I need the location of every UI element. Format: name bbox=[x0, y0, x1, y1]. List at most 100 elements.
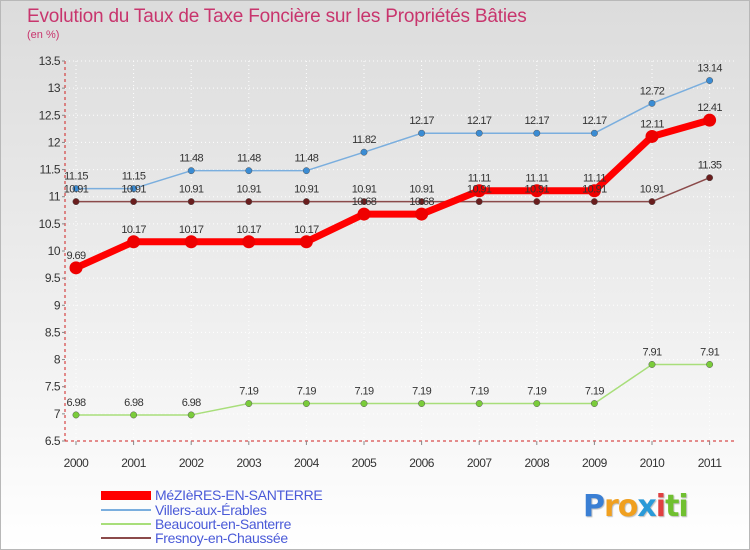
data-label: 10.17 bbox=[179, 224, 204, 236]
x-tick-label: 2000 bbox=[64, 456, 90, 470]
data-point-3 bbox=[590, 198, 598, 206]
data-label: 11.48 bbox=[295, 153, 319, 165]
y-tick-label: 10.5 bbox=[39, 217, 61, 231]
x-tick-label: 2003 bbox=[236, 456, 262, 470]
data-point-2 bbox=[475, 400, 483, 407]
data-label: 7.19 bbox=[297, 386, 316, 398]
data-point-3 bbox=[130, 198, 138, 206]
y-tick-label: 12.5 bbox=[39, 108, 61, 122]
legend-item-beaucourt: Beaucourt-en-Santerre bbox=[101, 516, 292, 532]
data-point-0 bbox=[242, 235, 256, 249]
data-label: 7.19 bbox=[412, 386, 431, 398]
data-point-0 bbox=[357, 207, 371, 221]
data-label: 6.98 bbox=[124, 397, 143, 409]
data-point-0 bbox=[127, 235, 141, 249]
data-label: 10.17 bbox=[294, 224, 319, 236]
data-point-2 bbox=[72, 411, 80, 419]
data-label: 10.91 bbox=[237, 184, 262, 196]
data-point-2 bbox=[302, 400, 310, 407]
legend-item-mezieres: MéZIèRES-EN-SANTERRE bbox=[101, 487, 323, 503]
legend-label-mezieres: MéZIèRES-EN-SANTERRE bbox=[155, 487, 323, 503]
data-point-1 bbox=[130, 185, 138, 193]
data-point-1 bbox=[360, 148, 368, 156]
x-tick-label: 2008 bbox=[524, 456, 550, 470]
logo-letter: x bbox=[637, 489, 656, 524]
data-label: 7.19 bbox=[585, 386, 604, 398]
data-point-0 bbox=[587, 184, 601, 198]
data-point-1 bbox=[590, 129, 598, 137]
data-label: 9.69 bbox=[66, 250, 85, 262]
data-point-2 bbox=[130, 411, 138, 419]
data-point-0 bbox=[415, 207, 429, 221]
y-axis-unit: (en %) bbox=[27, 29, 60, 41]
data-label: 12.72 bbox=[640, 85, 665, 97]
data-label: 10.68 bbox=[409, 196, 434, 208]
legend-label-beaucourt: Beaucourt-en-Santerre bbox=[155, 516, 292, 532]
data-point-1 bbox=[475, 129, 483, 137]
data-point-2 bbox=[360, 400, 368, 407]
x-tick-label: 2004 bbox=[294, 456, 320, 470]
data-label: 7.91 bbox=[700, 346, 719, 358]
data-point-1 bbox=[245, 167, 253, 175]
data-label: 11.82 bbox=[352, 134, 376, 146]
data-point-0 bbox=[645, 129, 659, 143]
data-label: 12.17 bbox=[409, 115, 434, 127]
legend-swatch-beaucourt bbox=[101, 523, 151, 525]
x-tick-label: 2005 bbox=[352, 456, 378, 470]
data-label: 7.19 bbox=[470, 386, 489, 398]
y-tick-label: 11 bbox=[49, 190, 61, 204]
y-tick-label: 10 bbox=[48, 244, 61, 258]
data-label: 6.98 bbox=[182, 397, 201, 409]
data-label: 10.91 bbox=[352, 184, 377, 196]
data-label: 10.91 bbox=[525, 184, 550, 196]
y-tick-label: 8 bbox=[54, 353, 61, 367]
data-label: 11.48 bbox=[179, 153, 203, 165]
data-point-0 bbox=[69, 261, 83, 275]
data-point-2 bbox=[648, 361, 656, 368]
data-label: 7.19 bbox=[239, 386, 258, 398]
data-point-1 bbox=[648, 99, 656, 107]
data-point-1 bbox=[302, 167, 310, 175]
data-point-1 bbox=[533, 129, 541, 137]
data-label: 6.98 bbox=[66, 397, 85, 409]
logo-letter: o bbox=[617, 489, 639, 524]
data-label: 10.91 bbox=[294, 184, 319, 196]
data-label: 11.11 bbox=[583, 173, 606, 185]
data-point-3 bbox=[302, 198, 310, 206]
y-tick-label: 9 bbox=[54, 298, 61, 312]
data-label: 11.11 bbox=[525, 173, 548, 185]
logo-letter: t bbox=[665, 489, 679, 524]
data-point-2 bbox=[187, 411, 195, 419]
data-label: 10.91 bbox=[467, 184, 492, 196]
data-point-3 bbox=[72, 198, 80, 206]
logo-letter: i bbox=[678, 489, 688, 524]
series-line-1 bbox=[75, 79, 711, 190]
data-label: 10.17 bbox=[237, 224, 262, 236]
data-label: 11.35 bbox=[698, 160, 722, 172]
data-point-3 bbox=[475, 198, 483, 206]
data-point-0 bbox=[299, 235, 313, 249]
data-point-2 bbox=[590, 400, 598, 407]
data-point-3 bbox=[706, 174, 714, 182]
legend-swatch-villers bbox=[101, 509, 151, 511]
y-tick-label: 13 bbox=[48, 81, 61, 95]
data-label: 11.11 bbox=[468, 173, 491, 185]
data-label: 12.17 bbox=[467, 115, 492, 127]
legend-swatch-fresnoy bbox=[101, 537, 151, 539]
x-tick-label: 2007 bbox=[467, 456, 493, 470]
x-tick-label: 2006 bbox=[409, 456, 435, 470]
data-label: 13.14 bbox=[697, 63, 722, 75]
y-tick-label: 9.5 bbox=[45, 271, 61, 285]
data-label: 11.15 bbox=[122, 171, 146, 183]
data-label: 10.17 bbox=[121, 224, 146, 236]
x-tick-label: 2010 bbox=[640, 456, 666, 470]
legend-label-fresnoy: Fresnoy-en-Chaussée bbox=[155, 530, 288, 546]
data-point-3 bbox=[648, 198, 656, 206]
data-point-3 bbox=[533, 198, 541, 206]
y-tick-label: 6.5 bbox=[45, 434, 61, 448]
data-point-3 bbox=[245, 198, 253, 206]
data-point-0 bbox=[472, 184, 486, 198]
series-line-3 bbox=[75, 176, 711, 203]
data-label: 12.41 bbox=[697, 102, 722, 114]
